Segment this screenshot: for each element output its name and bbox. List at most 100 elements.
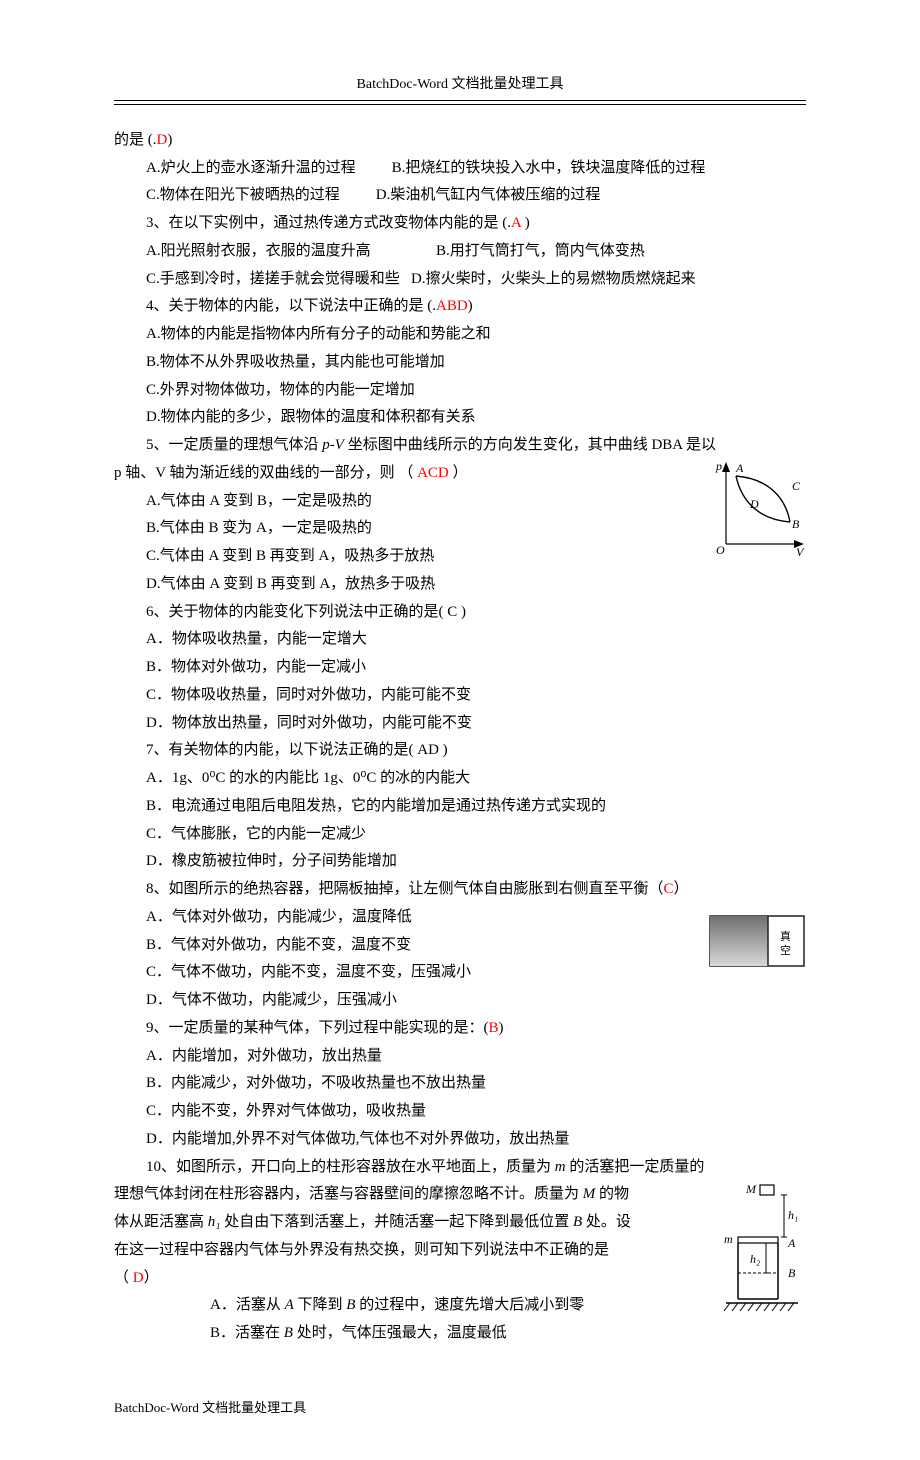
q2-opt-a: A.炉火上的壶水逐渐升温的过程 bbox=[146, 155, 356, 183]
q6-opt-d: D．物体放出热量，同时对外做功，内能可能不变 bbox=[114, 710, 806, 738]
q10b-i: B bbox=[284, 1325, 293, 1341]
q10-p5b: ） bbox=[144, 1270, 159, 1286]
q5-l2b: ） bbox=[449, 465, 468, 481]
q10-p2: 理想气体封闭在柱形容器内，活塞与容器壁间的摩擦忽略不计。质量为 M 的物 bbox=[114, 1181, 806, 1209]
q10-p1: 10、如图所示，开口向上的柱形容器放在水平地面上，质量为 m 的活塞把一定质量的 bbox=[114, 1154, 806, 1182]
q2-opts-row1: A.炉火上的壶水逐渐升温的过程 B.把烧红的铁块投入水中，铁块温度降低的过程 bbox=[114, 155, 806, 183]
q10-p3i: h₁ bbox=[208, 1214, 221, 1230]
header-text: BatchDoc-Word 文档批量处理工具 bbox=[357, 77, 564, 92]
q4-opt-a: A.物体的内能是指物体内所有分子的动能和势能之和 bbox=[114, 321, 806, 349]
q8-opt-b: B．气体对外做功，内能不变，温度不变 bbox=[114, 932, 806, 960]
q10-p3a: 体从距活塞高 bbox=[114, 1214, 208, 1230]
q10-p5: （ D） bbox=[114, 1265, 806, 1293]
page-header: BatchDoc-Word 文档批量处理工具 bbox=[114, 72, 806, 109]
q10-p1b: 的活塞把一定质量的 bbox=[566, 1159, 705, 1175]
q7-opt-b: B．电流通过电阻后电阻发热，它的内能增加是通过热传递方式实现的 bbox=[114, 793, 806, 821]
q3-tail: ) bbox=[521, 215, 530, 231]
q4-opt-d: D.物体内能的多少，跟物体的温度和体积都有关系 bbox=[114, 404, 806, 432]
content: 的是 (.D) A.炉火上的壶水逐渐升温的过程B.把烧红的铁块投入水中，铁块温度… bbox=[114, 127, 806, 1348]
header-rule bbox=[114, 100, 806, 105]
q2-cont-suffix: ) bbox=[167, 132, 172, 148]
q8-opt-a: A．气体对外做功，内能减少，温度降低 bbox=[114, 904, 806, 932]
page-footer: BatchDoc-Word 文档批量处理工具 bbox=[114, 1396, 806, 1420]
q4-opt-c: C.外界对物体做功，物体的内能一定增加 bbox=[114, 377, 806, 405]
q3-opts-row2: C.手感到冷时，搓搓手就会觉得暖和些 D.擦火柴时，火柴头上的易燃物质燃烧起来 bbox=[114, 266, 806, 294]
q9-opt-b: B．内能减少，对外做功，不吸收热量也不放出热量 bbox=[114, 1070, 806, 1098]
q7-opt-a: A．1g、0⁰C 的水的内能比 1g、0⁰C 的冰的内能大 bbox=[114, 765, 806, 793]
q4-tail: ) bbox=[468, 298, 473, 314]
q2-cont-prefix: 的是 (. bbox=[114, 132, 157, 148]
q10-p1a: 10、如图所示，开口向上的柱形容器放在水平地面上，质量为 bbox=[146, 1159, 555, 1175]
q10-p2b: 的物 bbox=[595, 1186, 629, 1202]
q8-stem-text: 8、如图所示的绝热容器，把隔板抽掉，让左侧气体自由膨胀到右侧直至平衡（ bbox=[146, 881, 664, 897]
q9-stem-text: 9、一定质量的某种气体，下列过程中能实现的是：( bbox=[146, 1020, 489, 1036]
q8-stem: 8、如图所示的绝热容器，把隔板抽掉，让左侧气体自由膨胀到右侧直至平衡（C） bbox=[114, 876, 806, 904]
q8-opt-c: C．气体不做功，内能不变，温度不变，压强减小 bbox=[114, 959, 806, 987]
q2-opt-c: C.物体在阳光下被晒热的过程 bbox=[146, 182, 340, 210]
q10-p3i2: B bbox=[573, 1214, 582, 1230]
q10-answer: D bbox=[133, 1270, 144, 1286]
q2-opts-row2: C.物体在阳光下被晒热的过程 D.柴油机气缸内气体被压缩的过程 bbox=[114, 182, 806, 210]
q10b-post: 处时，气体压强最大，温度最低 bbox=[293, 1325, 507, 1341]
q4-stem: 4、关于物体的内能，以下说法中正确的是 (.ABD) bbox=[114, 293, 806, 321]
q10-p4: 在这一过程中容器内气体与外界没有热交换，则可知下列说法中不正确的是 bbox=[114, 1237, 806, 1265]
q3-answer: A bbox=[511, 215, 521, 231]
q10-p3: 体从距活塞高 h₁ 处自由下落到活塞上，并随活塞一起下降到最低位置 B 处。设 bbox=[114, 1209, 806, 1237]
q6-opt-c: C．物体吸收热量，同时对外做功，内能可能不变 bbox=[114, 682, 806, 710]
q9-opt-c: C．内能不变，外界对气体做功，吸收热量 bbox=[114, 1098, 806, 1126]
q7-stem: 7、有关物体的内能，以下说法正确的是( AD ) bbox=[114, 737, 806, 765]
q9-tail: ) bbox=[499, 1020, 504, 1036]
q5-l1b: 坐标图中曲线所示的方向发生变化，其中曲线 DBA 是以 bbox=[344, 437, 716, 453]
q5-l1i: p-V bbox=[322, 437, 344, 453]
q7-opt-d: D．橡皮筋被拉伸时，分子间势能增加 bbox=[114, 848, 806, 876]
q2-opt-d: D.柴油机气缸内气体被压缩的过程 bbox=[376, 182, 601, 210]
q10-p2i: M bbox=[583, 1186, 596, 1202]
q2-opt-b: B.把烧红的铁块投入水中，铁块温度降低的过程 bbox=[392, 155, 706, 183]
q3-opts-row1: A.阳光照射衣服，衣服的温度升高B.用打气筒打气，筒内气体变热 bbox=[114, 238, 806, 266]
q3-stem-text: 3、在以下实例中，通过热传递方式改变物体内能的是 (. bbox=[146, 215, 511, 231]
svg-text:A: A bbox=[735, 461, 744, 475]
q10b-pre: B．活塞在 bbox=[210, 1325, 284, 1341]
q6-opt-b: B．物体对外做功，内能一定减小 bbox=[114, 654, 806, 682]
q4-opt-b: B.物体不从外界吸收热量，其内能也可能增加 bbox=[114, 349, 806, 377]
q5-stem-line1: 5、一定质量的理想气体沿 p-V 坐标图中曲线所示的方向发生变化，其中曲线 DB… bbox=[114, 432, 806, 460]
q10a-i1: A bbox=[285, 1297, 294, 1313]
q5-opt-c: C.气体由 A 变到 B 再变到 A，吸热多于放热 bbox=[114, 543, 806, 571]
q5-opt-a: A.气体由 A 变到 B，一定是吸热的 bbox=[114, 488, 806, 516]
q9-stem: 9、一定质量的某种气体，下列过程中能实现的是：(B) bbox=[114, 1015, 806, 1043]
q9-answer: B bbox=[489, 1020, 499, 1036]
q9-opt-d: D．内能增加,外界不对气体做功,气体也不对外界做功，放出热量 bbox=[114, 1126, 806, 1154]
q10-p2a: 理想气体封闭在柱形容器内，活塞与容器壁间的摩擦忽略不计。质量为 bbox=[114, 1186, 583, 1202]
svg-text:p: p bbox=[715, 460, 722, 473]
q8-tail: ） bbox=[674, 881, 689, 897]
q2-cont: 的是 (.D) bbox=[114, 127, 806, 155]
q10-p3c: 处。设 bbox=[582, 1214, 631, 1230]
q10-opt-b: B．活塞在 B 处时，气体压强最大，温度最低 bbox=[114, 1320, 806, 1348]
q8-opt-d: D．气体不做功，内能减少，压强减小 bbox=[114, 987, 806, 1015]
q10a-mid: 下降到 bbox=[294, 1297, 347, 1313]
q5-opt-b: B.气体由 B 变为 A，一定是吸热的 bbox=[114, 515, 806, 543]
q5-stem-line2: p 轴、V 轴为渐近线的双曲线的一部分，则 （ ACD ） A C D B p … bbox=[114, 460, 806, 488]
q9-opt-a: A．内能增加，对外做功，放出热量 bbox=[114, 1043, 806, 1071]
q5-opt-d: D.气体由 A 变到 B 再变到 A，放热多于吸热 bbox=[114, 571, 806, 599]
q2-answer: D bbox=[157, 132, 168, 148]
q10-p3b: 处自由下落到活塞上，并随活塞一起下降到最低位置 bbox=[220, 1214, 573, 1230]
q10a-pre: A．活塞从 bbox=[210, 1297, 285, 1313]
q8-answer: C bbox=[664, 881, 674, 897]
q3-opt-c: C.手感到冷时，搓搓手就会觉得暖和些 bbox=[146, 266, 400, 294]
q5-answer: ACD bbox=[417, 465, 449, 481]
q3-opt-a: A.阳光照射衣服，衣服的温度升高 bbox=[146, 238, 436, 266]
q4-answer: ABD bbox=[436, 298, 468, 314]
q3-stem: 3、在以下实例中，通过热传递方式改变物体内能的是 (.A ) bbox=[114, 210, 806, 238]
q10-p5a: （ bbox=[114, 1270, 133, 1286]
q5-l2a: p 轴、V 轴为渐近线的双曲线的一部分，则 （ bbox=[114, 465, 417, 481]
q3-opt-b: B.用打气筒打气，筒内气体变热 bbox=[436, 238, 645, 266]
q4-stem-text: 4、关于物体的内能，以下说法中正确的是 (. bbox=[146, 298, 436, 314]
q7-opt-c: C．气体膨胀，它的内能一定减少 bbox=[114, 821, 806, 849]
q6-opt-a: A．物体吸收热量，内能一定增大 bbox=[114, 626, 806, 654]
q5-l1a: 5、一定质量的理想气体沿 bbox=[146, 437, 322, 453]
q10-p1i: m bbox=[555, 1159, 566, 1175]
q3-opt-d: D.擦火柴时，火柴头上的易燃物质燃烧起来 bbox=[411, 266, 696, 294]
q10-opt-a: A．活塞从 A 下降到 B 的过程中，速度先增大后减小到零 bbox=[114, 1292, 806, 1320]
q10a-post: 的过程中，速度先增大后减小到零 bbox=[355, 1297, 584, 1313]
